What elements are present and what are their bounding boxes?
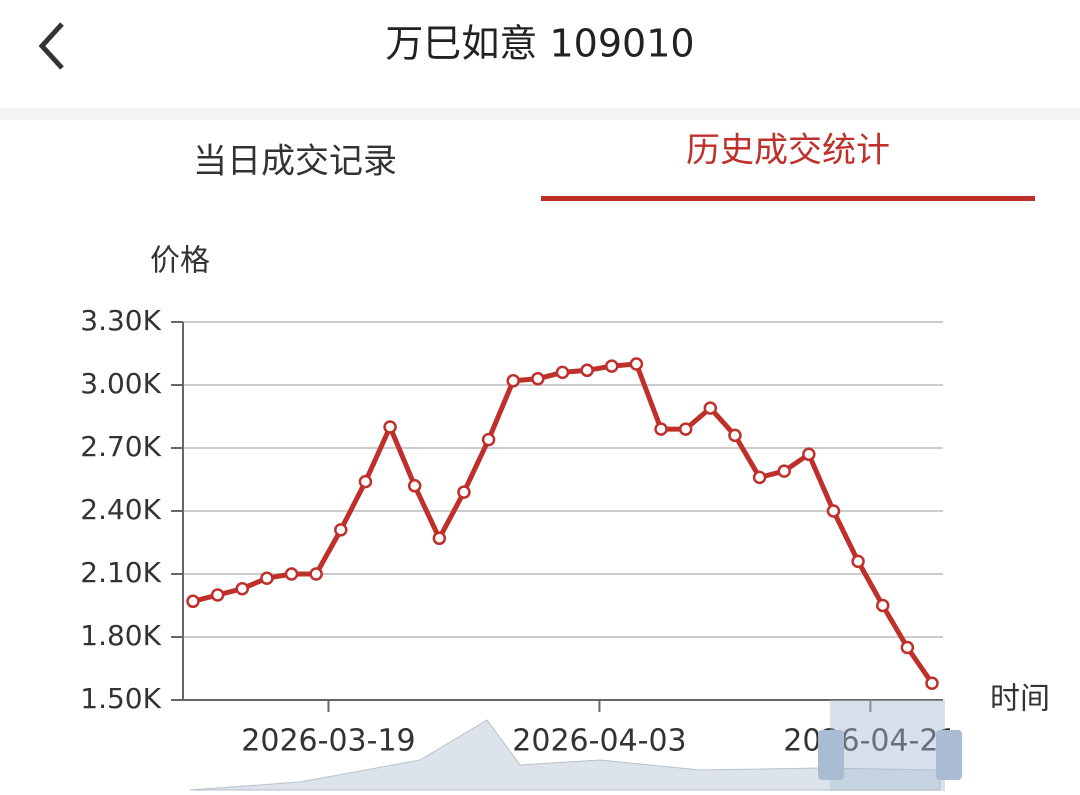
data-point xyxy=(900,640,915,655)
data-point xyxy=(752,470,767,485)
data-point xyxy=(457,485,471,499)
data-point xyxy=(925,676,939,690)
data-point xyxy=(605,359,619,373)
y-tick-label: 3.00K xyxy=(80,367,161,400)
y-tick-label: 1.80K xyxy=(80,619,161,652)
slider-handle[interactable] xyxy=(818,730,844,780)
tab-active[interactable]: 历史成交统计 xyxy=(686,131,890,171)
data-point xyxy=(260,571,274,585)
back-button[interactable] xyxy=(38,22,64,70)
plot: 1.50K 1.80K 2.10K 2.40K 2.70K 3.00K 3.30K 2026-… xyxy=(80,304,957,759)
data-point xyxy=(531,371,545,386)
data-point xyxy=(580,363,594,378)
x-axis-label: 时间 xyxy=(990,682,1050,717)
data-point xyxy=(728,428,742,443)
data-point xyxy=(678,422,693,436)
y-tick-label: 3.30K xyxy=(80,304,161,337)
x-tick-label: 2026-03-19 xyxy=(241,724,415,759)
y-tick-label: 2.40K xyxy=(80,493,161,526)
separator xyxy=(0,108,1080,120)
data-point xyxy=(210,588,225,602)
tab-underline xyxy=(541,196,1035,201)
data-point xyxy=(826,504,841,518)
data-point xyxy=(284,567,299,581)
data-point xyxy=(481,432,496,447)
data-point xyxy=(309,567,323,581)
data-point xyxy=(358,474,373,489)
tab[interactable]: 当日成交记录 xyxy=(193,142,397,182)
data-point xyxy=(703,401,718,415)
data-point xyxy=(334,523,348,537)
page-title: 万巳如意 109010 xyxy=(385,22,694,66)
data-point xyxy=(186,594,200,609)
data-point xyxy=(555,365,570,380)
data-point xyxy=(506,374,520,388)
data-point xyxy=(235,581,250,596)
y-tick-label: 2.10K xyxy=(80,556,161,589)
price-line xyxy=(192,361,935,685)
slider-window xyxy=(830,700,945,791)
data-point xyxy=(629,357,644,371)
slider-handle[interactable] xyxy=(936,730,962,780)
x-tick-label: 2026-04-21 xyxy=(783,724,957,759)
data-point xyxy=(802,447,816,462)
data-point xyxy=(777,464,791,478)
data-point xyxy=(407,479,422,493)
y-tick-label: 1.50K xyxy=(80,682,161,715)
zoom-slider[interactable] xyxy=(189,700,962,791)
y-axis-label: 价格 xyxy=(150,244,210,279)
data-point xyxy=(654,422,668,436)
x-tick-label: 2026-04-03 xyxy=(512,724,686,759)
data-point xyxy=(851,554,865,569)
data-point xyxy=(432,531,447,546)
data-point xyxy=(383,420,397,434)
y-tick-label: 2.70K xyxy=(80,430,161,463)
data-point xyxy=(875,598,890,613)
